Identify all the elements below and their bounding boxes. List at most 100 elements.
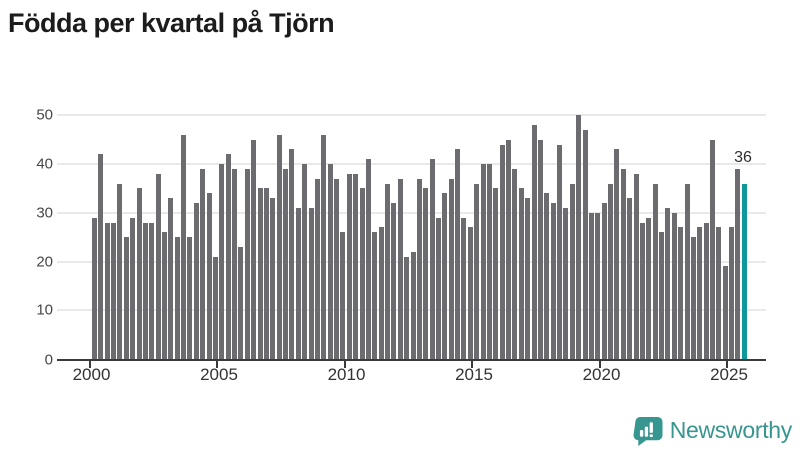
x-axis-tick-2020 [598,361,601,368]
bar-2001-q1 [117,183,123,359]
x-axis-tick-2005 [216,361,218,368]
x-axis-label-2005: 2005 [200,365,238,384]
bar-2017-q1 [525,198,531,359]
bar-2021-q1 [627,198,633,359]
bar-2020-q4 [620,168,626,359]
bar-2021-q3 [639,222,645,359]
x-axis-line [57,359,766,361]
bar-2024-q4 [722,266,728,359]
bar-2005-q3 [232,168,238,359]
y-axis-label-0: 0 [44,351,53,369]
gridline-y-30 [57,211,766,214]
bar-2000-q2 [98,154,104,359]
bar-2018-q1 [550,203,556,359]
bar-2017-q2 [531,125,537,359]
y-axis-label-10: 10 [36,301,53,319]
bar-2013-q1 [423,188,429,359]
bar-2006-q1 [244,168,250,359]
bar-2018-q2 [557,144,563,359]
x-axis-label-2015: 2015 [455,365,493,384]
bar-2009-q3 [334,178,340,359]
bar-2005-q2 [225,154,231,359]
bar-2003-q4 [187,237,193,359]
bar-2022-q4 [671,212,677,359]
bar-2018-q3 [563,207,569,359]
bar-2013-q4 [442,193,448,359]
y-axis-label-50: 50 [36,106,53,124]
bar-2007-q3 [283,168,289,359]
bar-2012-q1 [397,178,403,359]
bar-2000-q4 [111,222,117,359]
bar-2022-q2 [659,232,664,359]
bar-2021-q2 [633,173,639,359]
bar-2003-q2 [174,237,180,359]
newsworthy-bubble-icon [632,415,663,446]
bar-2019-q1 [576,115,582,359]
bar-2017-q3 [537,139,543,359]
x-axis-tick-2000 [88,361,91,368]
bar-2006-q2 [251,139,257,359]
bar-2022-q3 [665,207,671,359]
bar-2024-q1 [703,222,709,359]
gridline-y-40 [57,163,766,166]
bar-2002-q4 [161,232,167,359]
bar-2003-q1 [168,198,174,359]
bar-2015-q3 [486,164,492,359]
bar-2014-q4 [467,227,473,359]
bar-2005-q1 [219,164,225,359]
bar-2016-q3 [512,168,518,359]
bar-2015-q2 [480,164,486,359]
y-axis-label-20: 20 [36,253,53,271]
bar-2016-q2 [506,139,512,359]
gridline-y-50 [57,114,766,117]
bar-2025-q1 [729,227,735,359]
bar-2012-q4 [416,178,422,359]
y-axis-label-40: 40 [36,155,53,173]
bar-2015-q4 [493,188,499,359]
bar-2001-q2 [123,237,129,359]
bar-2004-q4 [212,256,218,359]
bar-2023-q2 [684,183,690,359]
newsworthy-logo-text: Newsworthy [669,417,793,443]
bar-2014-q2 [455,149,461,359]
bar-2002-q1 [142,222,148,359]
newsworthy-logo[interactable]: Newsworthy [632,415,792,446]
bar-2022-q1 [652,183,658,359]
bar-2019-q3 [588,212,594,359]
x-axis-label-2000: 2000 [72,365,111,384]
bar-2010-q2 [353,173,359,359]
bar-2012-q2 [404,256,410,359]
bar-2016-q4 [518,188,524,359]
bar-2020-q2 [608,183,614,359]
x-axis-label-2020: 2020 [582,365,621,384]
bar-2024-q2 [709,139,715,359]
bar-2014-q3 [461,217,467,359]
bar-2007-q1 [270,198,276,359]
bar-2006-q3 [257,188,263,359]
bar-2009-q1 [321,134,327,359]
bar-2010-q4 [365,159,371,359]
x-axis-tick-2015 [471,361,473,368]
bar-2013-q2 [429,159,435,359]
x-axis-label-2010: 2010 [327,365,366,384]
chart-title: Födda per kvartal på Tjörn [8,8,335,38]
bar-2023-q3 [690,237,696,359]
bar-2020-q1 [601,203,607,359]
bar-2013-q3 [435,217,441,359]
bar-2008-q4 [314,178,320,359]
bar-2008-q1 [295,207,301,359]
y-axis-label-30: 30 [36,204,53,222]
bar-2016-q1 [499,144,505,359]
bar-2019-q2 [582,129,588,359]
bar-2011-q1 [372,232,378,359]
bar-2019-q4 [595,212,601,359]
bar-2000-q3 [104,222,110,359]
bar-2001-q3 [130,217,136,359]
bar-2001-q4 [136,188,142,359]
bar-2025-q2 [735,168,741,359]
bar-2012-q3 [410,251,416,359]
bar-2006-q4 [263,188,269,359]
highlight-value-label: 36 [734,149,752,166]
bar-2020-q3 [614,149,620,359]
